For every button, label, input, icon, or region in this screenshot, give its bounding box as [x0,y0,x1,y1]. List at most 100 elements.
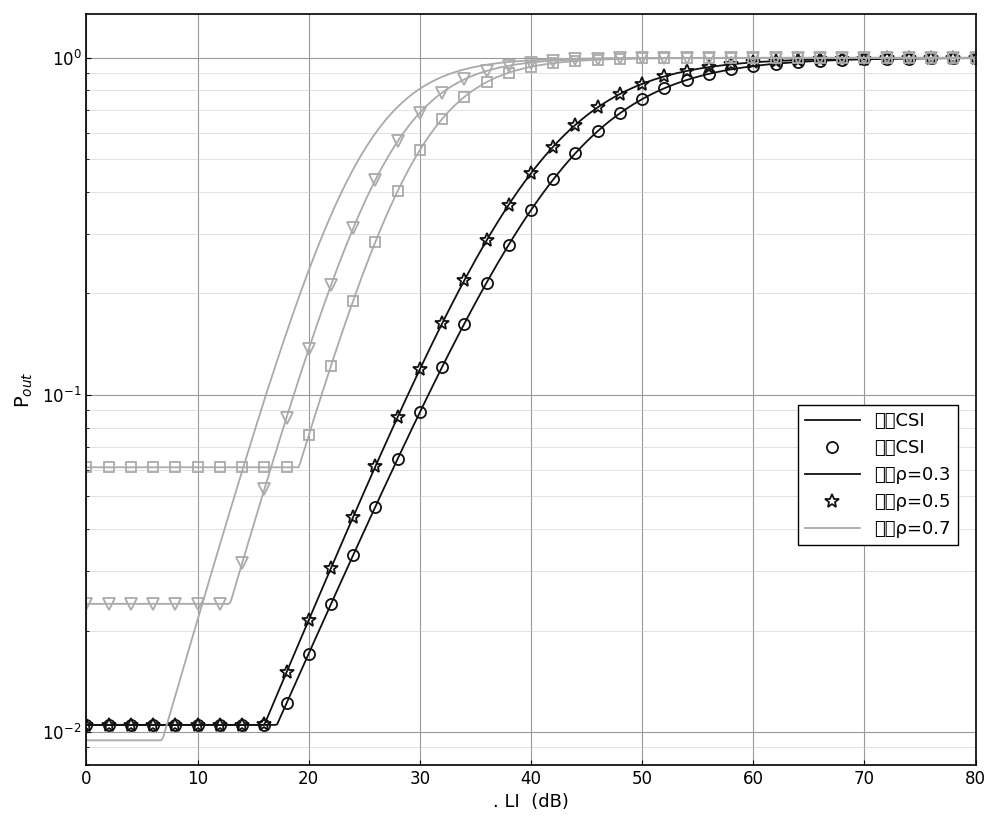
完整CSI [147,720,159,730]
部分CSI [903,54,915,64]
部分CSI [214,720,226,730]
固定ρ=0.5 [414,108,426,118]
完整CSI [481,278,493,288]
部分CSI [881,54,893,64]
固定ρ=0.3 [169,462,181,472]
部分CSI [569,120,581,130]
部分CSI [80,720,92,730]
固定ρ=0.3 [392,186,404,196]
Line: 完整CSI: 完整CSI [81,53,981,730]
完整CSI [103,720,115,730]
固定ρ=0.5 [125,599,137,609]
部分CSI [347,512,359,521]
完整CSI [436,362,448,372]
固定ρ=0.3 [547,59,559,68]
完整CSI [814,56,826,66]
固定ρ=0.3 [681,53,693,63]
固定ρ=0.7 [80,735,92,745]
固定ρ=0.5 [503,61,515,71]
固定ρ=0.3 [347,295,359,305]
固定ρ=0.3 [881,53,893,63]
部分CSI [725,59,737,69]
固定ρ=0.5 [970,53,982,63]
完整CSI [347,550,359,560]
完整CSI [903,54,915,64]
固定ρ=0.5 [258,484,270,494]
固定ρ=0.5 [303,344,315,354]
部分CSI [147,720,159,730]
完整CSI [236,720,248,730]
完整CSI [169,720,181,730]
固定ρ=0.3 [569,56,581,66]
固定ρ=0.5 [481,66,493,76]
固定ρ=0.5 [369,175,381,185]
完整CSI [881,54,893,64]
固定ρ=0.5 [281,412,293,422]
固定ρ=0.7 [562,54,574,64]
部分CSI [970,53,982,63]
完整CSI [792,57,804,67]
固定ρ=0.3 [792,53,804,63]
部分CSI [436,318,448,328]
X-axis label: . LI  (dB): . LI (dB) [493,793,569,811]
部分CSI [414,365,426,375]
完整CSI [970,53,982,63]
固定ρ=0.3 [770,53,782,63]
完整CSI [392,454,404,464]
部分CSI [103,720,115,730]
完整CSI [214,720,226,730]
固定ρ=0.5 [614,54,626,64]
固定ρ=0.7 [809,53,821,63]
完整CSI [592,126,604,136]
固定ρ=0.5 [236,559,248,568]
完整CSI [281,698,293,708]
固定ρ=0.3 [303,431,315,441]
Line: 部分CSI: 部分CSI [80,51,983,732]
固定ρ=0.3 [503,68,515,78]
固定ρ=0.3 [192,462,204,472]
部分CSI [369,461,381,471]
固定ρ=0.5 [169,599,181,609]
固定ρ=0.3 [970,53,982,63]
部分CSI [792,55,804,65]
固定ρ=0.3 [592,54,604,64]
固定ρ=0.5 [392,136,404,146]
固定ρ=0.5 [436,87,448,97]
Legend: 完整CSI, 部分CSI, 固定ρ=0.3, 固定ρ=0.5, 固定ρ=0.7: 完整CSI, 部分CSI, 固定ρ=0.3, 固定ρ=0.5, 固定ρ=0.7 [798,405,958,545]
固定ρ=0.5 [725,53,737,63]
固定ρ=0.5 [214,599,226,609]
固定ρ=0.5 [903,53,915,63]
完整CSI [325,599,337,609]
固定ρ=0.3 [658,54,670,64]
固定ρ=0.3 [925,53,937,63]
固定ρ=0.3 [103,462,115,472]
固定ρ=0.3 [836,53,848,63]
固定ρ=0.5 [814,53,826,63]
完整CSI [569,148,581,158]
固定ρ=0.5 [636,54,648,64]
完整CSI [770,59,782,68]
完整CSI [658,83,670,93]
固定ρ=0.5 [770,53,782,63]
固定ρ=0.5 [836,53,848,63]
完整CSI [369,502,381,512]
部分CSI [947,53,959,63]
固定ρ=0.3 [369,237,381,247]
完整CSI [614,108,626,118]
部分CSI [658,72,670,82]
完整CSI [547,175,559,185]
固定ρ=0.7 [970,53,982,63]
完整CSI [703,69,715,79]
完整CSI [725,64,737,74]
固定ρ=0.3 [414,145,426,155]
固定ρ=0.3 [725,53,737,63]
部分CSI [636,79,648,89]
部分CSI [236,720,248,730]
完整CSI [947,54,959,64]
完整CSI [80,720,92,730]
固定ρ=0.5 [80,599,92,609]
部分CSI [592,102,604,112]
固定ρ=0.5 [569,54,581,64]
部分CSI [681,66,693,76]
固定ρ=0.3 [80,462,92,472]
